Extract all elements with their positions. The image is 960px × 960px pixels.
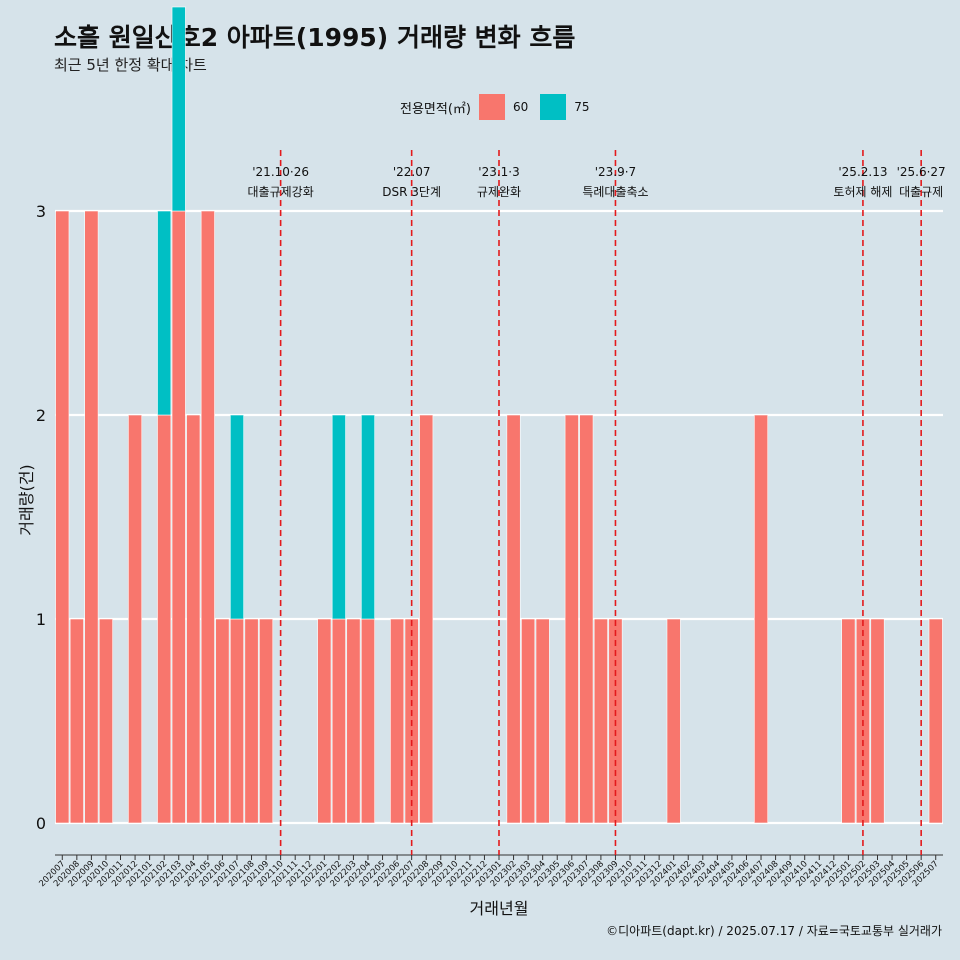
bar-202203-s60 bbox=[346, 618, 361, 824]
event-label: 대출규제 bbox=[899, 185, 943, 199]
bar-202103-s75 bbox=[171, 6, 186, 212]
bar-202107-s75 bbox=[229, 414, 244, 620]
y-axis-title: 거래량(건) bbox=[17, 464, 36, 535]
bar-202202-s60 bbox=[331, 618, 346, 824]
event-date-label: '25.2.13 bbox=[838, 165, 887, 179]
event-label: DSR 3단계 bbox=[382, 185, 441, 199]
bar-202108-s60 bbox=[244, 618, 259, 824]
legend-label-75: 75 bbox=[574, 100, 590, 114]
bar-202102-s75 bbox=[157, 210, 172, 416]
legend-key-75 bbox=[540, 94, 567, 120]
bar-202507-s60 bbox=[928, 618, 943, 824]
bar-202307-s60 bbox=[579, 414, 594, 824]
bar-202304-s60 bbox=[535, 618, 550, 824]
event-label: 규제완화 bbox=[477, 185, 521, 199]
bar-202102-s60 bbox=[157, 414, 172, 824]
bar-202008-s60 bbox=[69, 618, 84, 824]
legend-title: 전용면적(㎡) bbox=[400, 101, 471, 117]
bar-202009-s60 bbox=[84, 210, 99, 824]
event-date-label: '23.1·3 bbox=[478, 165, 519, 179]
bar-202306-s60 bbox=[564, 414, 579, 824]
x-axis-title: 거래년월 bbox=[470, 899, 529, 918]
y-tick-label: 3 bbox=[36, 202, 46, 221]
bar-202007-s60 bbox=[55, 210, 70, 824]
bar-202201-s60 bbox=[317, 618, 332, 824]
event-date-label: '25.6·27 bbox=[897, 165, 946, 179]
bar-202105-s60 bbox=[200, 210, 215, 824]
y-tick-label: 2 bbox=[36, 406, 46, 425]
source-caption: ©디아파트(dapt.kr) / 2025.07.17 / 자료=국토교통부 실… bbox=[606, 924, 942, 938]
bar-202103-s60 bbox=[171, 210, 186, 824]
bar-202109-s60 bbox=[259, 618, 274, 824]
bar-202407-s60 bbox=[754, 414, 769, 824]
bar-202010-s60 bbox=[98, 618, 113, 824]
chart-title: 소흘 원일산호2 아파트(1995) 거래량 변화 흐름 bbox=[54, 23, 576, 52]
bar-202501-s60 bbox=[841, 618, 856, 824]
chart-subtitle: 최근 5년 한정 확대 차트 bbox=[54, 56, 207, 74]
bar-202503-s60 bbox=[870, 618, 885, 824]
bar-202308-s60 bbox=[593, 618, 608, 824]
bar-202104-s60 bbox=[186, 414, 201, 824]
bar-202303-s60 bbox=[521, 618, 536, 824]
event-date-label: '23.9·7 bbox=[595, 165, 636, 179]
bar-202202-s75 bbox=[331, 414, 346, 620]
bar-202107-s60 bbox=[229, 618, 244, 824]
bar-202401-s60 bbox=[666, 618, 681, 824]
event-label: 대출규제강화 bbox=[248, 185, 314, 199]
bar-202012-s60 bbox=[128, 414, 143, 824]
bar-202302-s60 bbox=[506, 414, 521, 824]
y-tick-label: 1 bbox=[36, 610, 46, 629]
legend-key-60 bbox=[478, 94, 505, 120]
event-date-label: '22.07 bbox=[393, 165, 431, 179]
bar-202204-s75 bbox=[360, 414, 375, 620]
y-tick-label: 0 bbox=[36, 814, 46, 833]
bar-202208-s60 bbox=[419, 414, 434, 824]
event-label: 토허제 해제 bbox=[833, 185, 892, 199]
event-label: 특례대출축소 bbox=[582, 185, 648, 199]
bar-202106-s60 bbox=[215, 618, 230, 824]
legend-label-60: 60 bbox=[512, 100, 529, 114]
event-date-label: '21.10·26 bbox=[252, 165, 309, 179]
bar-202204-s60 bbox=[360, 618, 375, 824]
bar-202206-s60 bbox=[390, 618, 405, 824]
legend: 전용면적(㎡) 60 75 bbox=[400, 94, 602, 120]
